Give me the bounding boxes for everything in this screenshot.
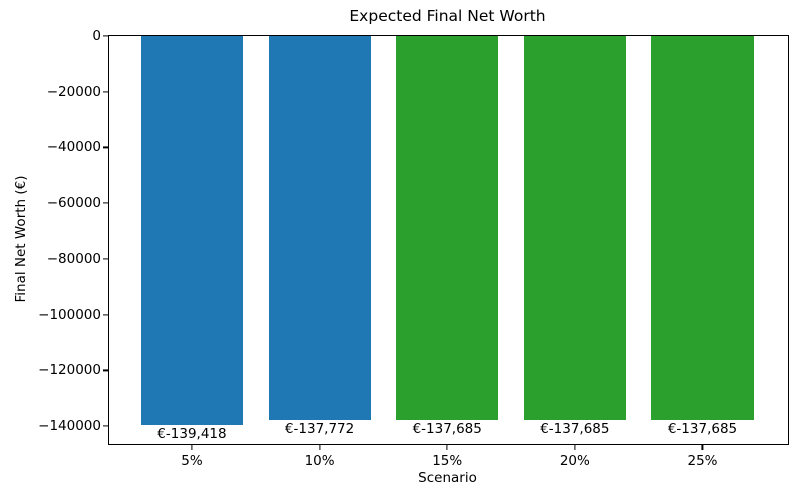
y-axis-tick-label: −80000: [46, 250, 101, 267]
y-axis-tick: [103, 369, 108, 372]
y-axis-tick-label: −100000: [38, 306, 101, 323]
y-axis-tick: [103, 91, 108, 93]
y-axis-tick-label: 0: [92, 28, 101, 44]
y-axis-tick-label: −140000: [38, 418, 101, 435]
bar-25%: [651, 36, 754, 420]
plot-area: 0 −20000 −40000 −60000 −80000 −100000 −120000 −…: [38, 28, 789, 469]
x-axis-tick-label: 15%: [432, 453, 463, 469]
bar-20%: [523, 36, 626, 420]
y-axis-tick: [103, 314, 108, 316]
bar-value-label: €-137,685: [412, 420, 482, 437]
y-axis-tick-label: −40000: [46, 139, 101, 156]
chart-title: Expected Final Net Worth: [349, 7, 546, 25]
bar-value-label: €-139,418: [157, 425, 227, 442]
y-axis-tick-label: −60000: [46, 195, 101, 212]
x-axis-tick: [318, 445, 321, 450]
y-axis-tick-label: −120000: [38, 362, 101, 379]
x-axis-tick: [574, 445, 576, 450]
y-axis-tick: [103, 202, 108, 204]
y-axis-label: Final Net Worth (€): [13, 175, 29, 303]
bar-15%: [396, 36, 499, 420]
y-axis-tick: [103, 35, 108, 37]
bar-10%: [268, 36, 371, 420]
bar-value-label: €-137,685: [540, 420, 610, 437]
bar-5%: [140, 36, 243, 425]
x-axis-tick-label: 5%: [181, 453, 203, 469]
x-axis-label: Scenario: [418, 470, 477, 486]
y-axis-tick: [103, 146, 108, 149]
x-axis-tick-label: 20%: [559, 453, 590, 469]
x-axis-tick: [701, 445, 704, 450]
x-axis-tick-label: 10%: [304, 453, 335, 469]
x-axis-tick: [191, 445, 193, 450]
y-axis-tick-label: −20000: [46, 83, 101, 100]
bar-value-label: €-137,685: [667, 420, 738, 437]
y-axis-tick: [103, 258, 108, 260]
y-axis-tick: [103, 425, 108, 427]
x-axis-tick: [446, 445, 448, 450]
bar-value-label: €-137,772: [284, 420, 355, 437]
x-axis-tick-label: 25%: [687, 453, 718, 469]
